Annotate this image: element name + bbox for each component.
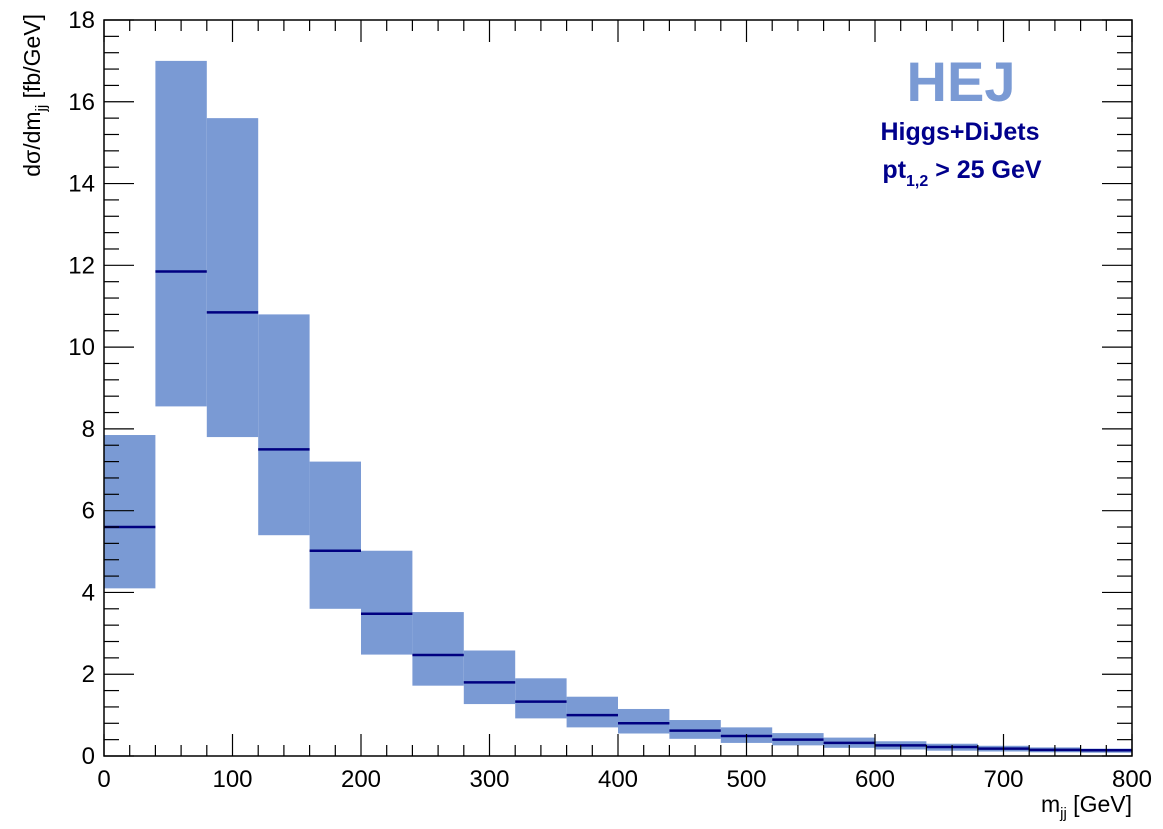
band-bin-1 — [155, 60, 207, 407]
central-values — [104, 270, 1132, 752]
band-bin-0 — [104, 435, 156, 589]
annotation-process: Higgs+DiJets — [880, 118, 1039, 146]
y-tick-label: 14 — [68, 171, 95, 198]
band-bin-7 — [463, 650, 516, 705]
x-tick-label: 0 — [97, 766, 110, 793]
y-tick-label: 0 — [82, 743, 95, 770]
y-tick-label: 8 — [82, 416, 95, 443]
y-tick-label: 6 — [82, 498, 95, 525]
band-bin-8 — [515, 678, 567, 719]
y-tick-label: 12 — [68, 252, 95, 279]
y-tick-label: 2 — [82, 661, 95, 688]
band-bin-9 — [566, 696, 618, 728]
band-bin-10 — [618, 708, 670, 734]
hej-logo: HEJ — [907, 50, 1016, 113]
x-tick-label: 400 — [598, 766, 638, 793]
annotation-cut: pt1,2 > 25 GeV — [882, 156, 1041, 190]
x-axis-label: mjj [GeV] — [1041, 791, 1132, 822]
x-tick-label: 100 — [212, 766, 252, 793]
x-tick-label: 300 — [469, 766, 509, 793]
x-tick-label: 200 — [341, 766, 381, 793]
y-tick-label: 18 — [68, 7, 95, 34]
x-tick-label: 500 — [726, 766, 766, 793]
band-bin-6 — [412, 612, 464, 686]
band-bin-3 — [258, 314, 310, 536]
y-tick-label: 10 — [68, 334, 95, 361]
x-tick-labels: 0 100 200 300 400 500 600 700 800 — [97, 766, 1152, 793]
band-bin-4 — [309, 461, 361, 609]
axis-ticks — [103, 19, 1133, 757]
band-bin-5 — [361, 550, 413, 655]
x-tick-label: 700 — [983, 766, 1023, 793]
y-tick-labels: 0 2 4 6 8 10 12 14 16 18 — [68, 7, 95, 770]
band-bin-2 — [206, 118, 259, 438]
y-axis-label: dσ/dmjj [fb/GeV] — [19, 14, 50, 177]
y-tick-label: 4 — [82, 579, 95, 606]
x-tick-label: 600 — [855, 766, 895, 793]
y-tick-label: 16 — [68, 89, 95, 116]
x-tick-label: 800 — [1112, 766, 1152, 793]
